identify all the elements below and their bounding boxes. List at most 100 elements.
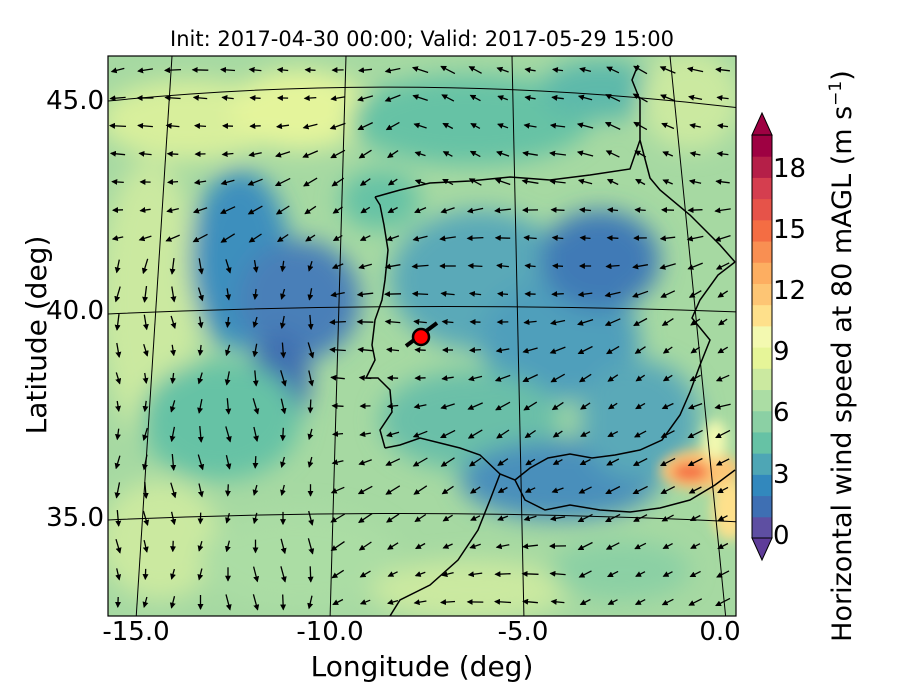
- x-tick-label: -5.0: [497, 617, 549, 647]
- wind-arrow: [330, 486, 345, 494]
- wind-arrow: [717, 290, 729, 298]
- wind-arrow: [169, 400, 176, 413]
- wind-arrow: [197, 287, 204, 302]
- wind-arrow: [302, 150, 319, 158]
- wind-arrow: [634, 150, 647, 158]
- wind-arrow: [604, 291, 621, 298]
- wind-arrow: [469, 347, 482, 354]
- wind-arrow: [714, 403, 731, 410]
- wind-arrow: [139, 207, 151, 213]
- wind-arrow: [280, 260, 286, 273]
- wind-arrow: [441, 571, 454, 578]
- wind-arrow: [604, 318, 621, 326]
- wind-arrow: [659, 66, 676, 74]
- wind-arrow: [494, 598, 512, 605]
- wind-arrow: [307, 456, 314, 468]
- wind-arrow: [524, 429, 536, 439]
- colorbar-segment: [752, 474, 772, 497]
- wind-arrow: [466, 235, 484, 242]
- x-tick-label: -15.0: [102, 617, 170, 647]
- wind-arrow: [192, 233, 208, 243]
- colorbar-tick-label: 0: [773, 521, 790, 551]
- wind-arrow: [495, 401, 511, 411]
- wind-arrow: [688, 598, 703, 606]
- x-tick-label: -10.0: [296, 617, 364, 647]
- wind-arrow: [606, 234, 619, 241]
- wind-arrow: [225, 455, 232, 470]
- colorbar-segment: [752, 368, 772, 391]
- wind-arrow: [468, 457, 482, 467]
- wind-arrow: [468, 290, 482, 297]
- colorbar-tick-label: 18: [773, 154, 807, 184]
- wind-arrow: [633, 121, 648, 131]
- wind-arrow: [197, 541, 204, 552]
- wind-arrow: [550, 373, 566, 383]
- wind-arrow: [197, 454, 205, 471]
- wind-arrow: [307, 595, 314, 610]
- wind-arrow: [468, 375, 483, 382]
- wind-arrow: [551, 401, 564, 411]
- wind-arrow: [308, 510, 314, 526]
- colorbar-segment: [752, 304, 772, 327]
- wind-arrow: [440, 65, 456, 75]
- wind-arrow: [170, 372, 176, 384]
- wind-arrow: [253, 426, 259, 442]
- wind-arrow: [220, 66, 236, 73]
- colorbar-segment: [752, 156, 772, 178]
- wind-arrow: [466, 207, 484, 214]
- wind-arrow: [252, 484, 259, 496]
- wind-arrow: [579, 206, 592, 213]
- wind-arrow: [114, 455, 121, 470]
- wind-arrow: [607, 570, 619, 578]
- wind-arrow: [358, 149, 372, 159]
- wind-arrow: [714, 234, 731, 242]
- wind-arrow: [142, 400, 149, 413]
- wind-arrow: [165, 234, 180, 242]
- x-tick-label: 0.0: [699, 617, 741, 647]
- wind-arrow: [142, 372, 149, 384]
- wind-arrow: [467, 262, 483, 269]
- wind-arrow: [358, 459, 372, 466]
- wind-arrow: [194, 122, 207, 129]
- wind-vectors: [109, 65, 731, 611]
- wind-arrow: [225, 288, 232, 301]
- wind-arrow: [687, 429, 703, 439]
- wind-arrow: [413, 122, 427, 129]
- wind-arrow: [221, 94, 234, 101]
- wind-arrow: [632, 458, 648, 466]
- wind-arrow: [114, 482, 121, 499]
- colorbar-segment: [752, 389, 772, 412]
- wind-arrow: [115, 372, 122, 385]
- wind-arrow: [307, 428, 314, 441]
- wind-arrow: [551, 94, 564, 101]
- wind-arrow: [358, 541, 372, 551]
- wind-arrow: [442, 178, 454, 186]
- wind-arrow: [687, 207, 703, 214]
- wind-arrow: [387, 542, 399, 550]
- wind-arrow: [468, 66, 482, 74]
- wind-arrow: [386, 235, 400, 242]
- wind-arrow: [280, 484, 286, 496]
- wind-arrow: [142, 344, 149, 357]
- wind-arrow: [307, 314, 314, 331]
- wind-arrow: [252, 594, 260, 611]
- wind-arrow: [689, 151, 701, 157]
- wind-arrow: [578, 570, 592, 578]
- wind-arrow: [580, 402, 591, 410]
- wind-arrow: [280, 342, 287, 359]
- wind-arrow: [386, 513, 400, 523]
- wind-arrow: [305, 234, 316, 242]
- wind-arrow: [633, 65, 648, 75]
- wind-arrow: [357, 95, 374, 102]
- wind-arrow: [579, 598, 591, 606]
- wind-arrow: [192, 94, 208, 101]
- colorbar: [751, 111, 773, 562]
- y-tick-label: 40.0: [46, 296, 104, 326]
- wind-arrow: [414, 207, 427, 214]
- wind-arrow: [633, 514, 648, 522]
- wind-arrow: [551, 234, 564, 241]
- colorbar-tick-label: 3: [773, 460, 790, 490]
- wind-arrow: [634, 542, 647, 550]
- wind-arrow: [550, 598, 565, 605]
- wind-arrow: [716, 150, 729, 157]
